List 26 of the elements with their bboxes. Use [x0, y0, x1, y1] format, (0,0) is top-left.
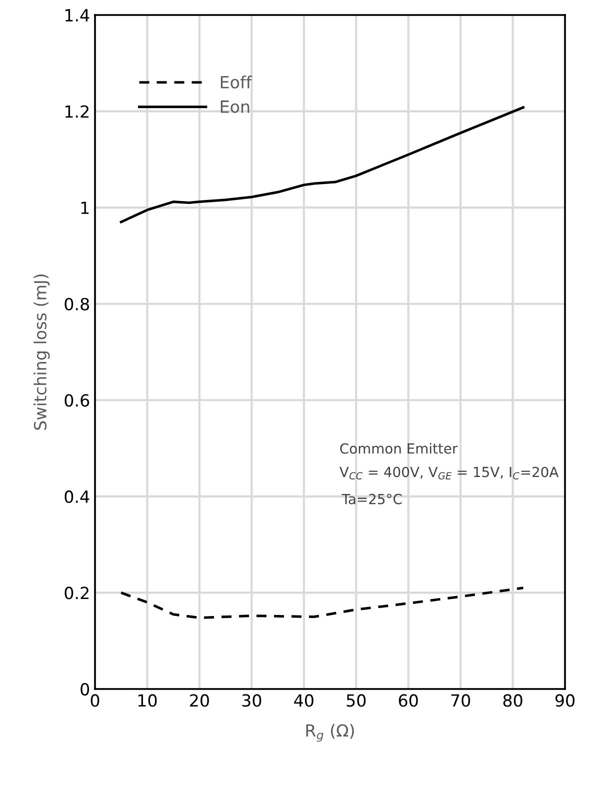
annotation: V$_{CC}$ = 400V, V$_{GE}$ = 15V, I$_{C}$=20A	[340, 466, 559, 480]
y-tick-label: 0.2	[64, 586, 88, 600]
x-tick-label: 60	[398, 694, 418, 707]
x-tick-label: 90	[555, 694, 574, 707]
y-tick-label: 0.8	[64, 298, 89, 310]
y-tick-label: 1	[81, 202, 89, 214]
x-axis-title: R$_{g}$ (Ω)	[306, 724, 354, 742]
x-tick-label: 70	[451, 694, 470, 707]
y-tick-label: 0.6	[64, 394, 90, 407]
annotation: Ta=25°C	[342, 494, 402, 504]
x-tick-label: 20	[190, 694, 209, 707]
x-tick-label: 0	[90, 694, 100, 707]
y-tick-label: 0	[80, 682, 90, 696]
x-tick-label: 80	[503, 694, 522, 707]
line-series	[120, 586, 524, 619]
x-tick-label: 30	[242, 694, 262, 707]
y-axis-title: Switching loss (mJ)	[34, 274, 50, 430]
x-tick-label: 10	[138, 694, 157, 707]
legend-label: Eon	[220, 100, 250, 113]
legend-label: Eoff	[220, 76, 252, 88]
y-tick-label: 1.2	[65, 105, 88, 118]
y-tick-label: 0.4	[64, 490, 90, 503]
annotation: Common Emitter	[340, 443, 458, 454]
y-tick-label: 1.4	[65, 9, 90, 22]
x-tick-label: 40	[294, 694, 314, 707]
x-tick-label: 50	[346, 694, 366, 707]
